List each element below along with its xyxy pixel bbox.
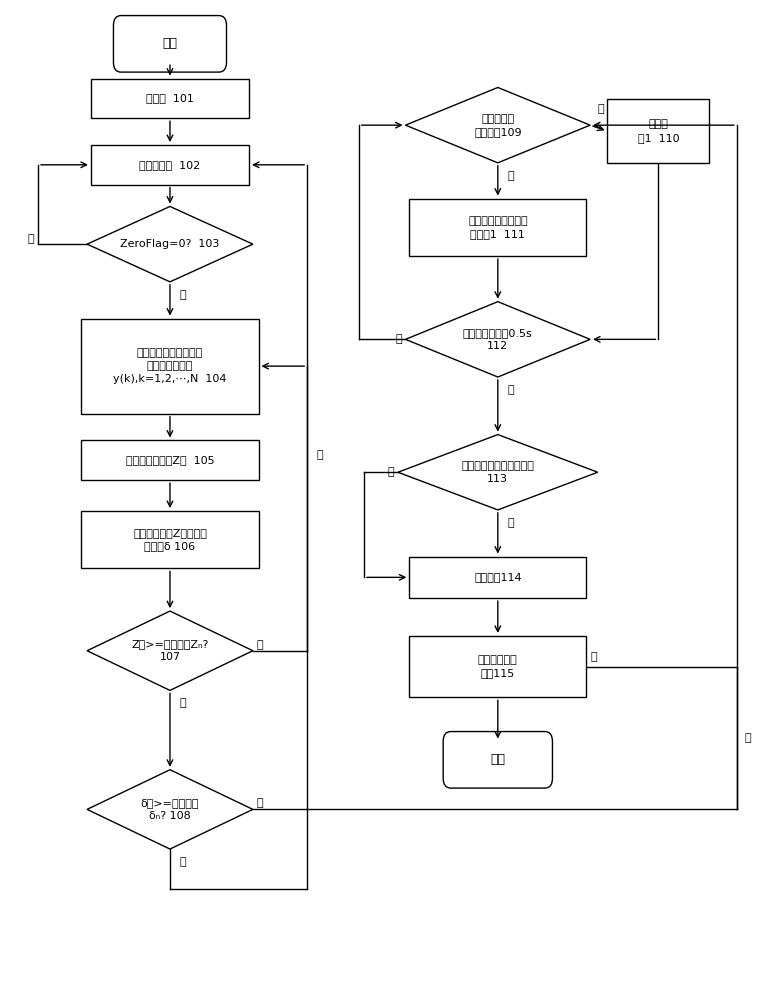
Text: 否: 否 xyxy=(180,857,187,867)
Text: 是: 是 xyxy=(744,733,751,743)
FancyBboxPatch shape xyxy=(443,732,552,788)
Text: 清计数器，计
时器115: 清计数器，计 时器115 xyxy=(478,655,517,678)
Text: 是: 是 xyxy=(180,698,187,708)
Text: 是: 是 xyxy=(507,518,514,528)
Text: Z値>=第一阈値Zₙ?
107: Z値>=第一阈値Zₙ? 107 xyxy=(131,639,209,662)
Text: 计时器开始记时，计
数器加1  111: 计时器开始记时，计 数器加1 111 xyxy=(468,216,527,239)
Polygon shape xyxy=(405,87,590,163)
Polygon shape xyxy=(87,206,253,282)
Bar xyxy=(91,145,249,185)
FancyBboxPatch shape xyxy=(114,16,226,72)
Polygon shape xyxy=(87,770,253,849)
Bar xyxy=(82,440,258,480)
Text: 是: 是 xyxy=(507,385,514,395)
Text: 是: 是 xyxy=(180,290,187,300)
Text: 计时器是否达到0.5s
112: 计时器是否达到0.5s 112 xyxy=(463,328,533,351)
Polygon shape xyxy=(398,435,597,510)
Text: 计数器是否达到第三阈値
113: 计数器是否达到第三阈値 113 xyxy=(461,461,534,484)
Text: 否: 否 xyxy=(257,640,263,650)
Text: 蜂鸣器响114: 蜂鸣器响114 xyxy=(474,572,522,582)
Text: 用均方根法计算Z値  105: 用均方根法计算Z値 105 xyxy=(126,455,214,465)
Polygon shape xyxy=(405,302,590,377)
Bar xyxy=(409,557,587,598)
Text: 否: 否 xyxy=(317,450,324,460)
Bar xyxy=(82,319,258,414)
Bar xyxy=(409,636,587,697)
Text: 是: 是 xyxy=(597,104,604,114)
Bar xyxy=(409,199,587,256)
Text: 否: 否 xyxy=(395,334,402,344)
Text: 寄存器配置  102: 寄存器配置 102 xyxy=(139,160,200,170)
Text: 是: 是 xyxy=(257,798,263,808)
Text: 初始化  101: 初始化 101 xyxy=(146,93,194,103)
Text: 计时器是否
正在记时109: 计时器是否 正在记时109 xyxy=(474,114,522,137)
Text: 否: 否 xyxy=(388,467,394,477)
Text: 否: 否 xyxy=(507,171,514,181)
Text: 入口: 入口 xyxy=(162,37,178,50)
Bar xyxy=(607,99,709,163)
Text: ZeroFlag=0?  103: ZeroFlag=0? 103 xyxy=(120,239,219,249)
Bar xyxy=(82,511,258,568)
Text: 计数器
加1  110: 计数器 加1 110 xyxy=(638,119,679,143)
Text: 结束: 结束 xyxy=(490,753,505,766)
Text: 否: 否 xyxy=(27,234,34,244)
Bar xyxy=(91,79,249,118)
Text: δ値>=第二阈値
δₙ? 108: δ値>=第二阈値 δₙ? 108 xyxy=(141,798,199,821)
Text: 否: 否 xyxy=(590,652,597,662)
Text: 对两个周期的电流值进
行差值计算，得
y(k),k=1,2,⋯,N  104: 对两个周期的电流值进 行差值计算，得 y(k),k=1,2,⋯,N 104 xyxy=(114,348,227,384)
Text: 计算相邻两个Z値之间的
变化率δ 106: 计算相邻两个Z値之间的 变化率δ 106 xyxy=(133,528,207,551)
Polygon shape xyxy=(87,611,253,690)
